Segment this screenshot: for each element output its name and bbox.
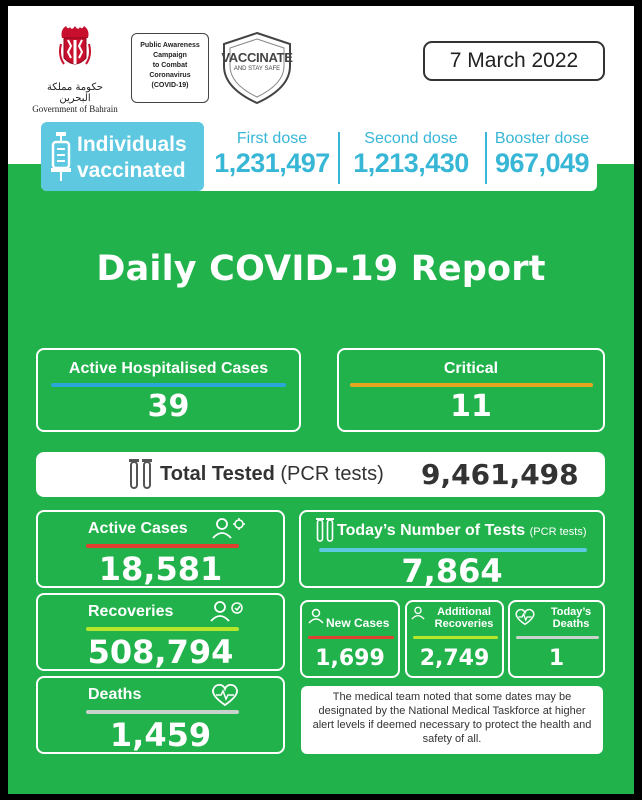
total-tested-value: 9,461,498	[421, 458, 579, 491]
first-dose-label: First dose	[236, 130, 308, 147]
active-hospitalised-value: 39	[147, 389, 190, 424]
recoveries-value: 508,794	[87, 633, 234, 671]
individuals-label: Individuals	[77, 133, 187, 156]
person-recovery-icon	[210, 601, 243, 622]
active-cases-label: Active Cases	[88, 520, 188, 537]
vaccinated-label: vaccinated	[77, 159, 186, 182]
individuals-vaccinated-tile: Individuals vaccinated	[41, 122, 204, 191]
campaign-line: Coronavirus	[149, 72, 191, 79]
booster-dose-label: Booster dose	[494, 130, 590, 147]
new-cases-label: New Cases	[326, 616, 390, 630]
deaths-label: Deaths	[88, 686, 142, 703]
person-icon	[308, 608, 324, 624]
deaths-value: 1,459	[109, 716, 212, 754]
report-page: حكومة مملكة البحرين Government of Bahrai…	[8, 6, 634, 794]
vaccinate-badge: VACCINATE AND STAY SAFE	[220, 30, 294, 106]
deaths-card: Deaths 1,459	[36, 676, 285, 754]
additional-recoveries-value: 2,749	[419, 646, 490, 671]
recoveries-card: Recoveries 508,794	[36, 593, 285, 671]
critical-card: Critical 11	[337, 348, 605, 432]
active-cases-card: Active Cases 18,581	[36, 510, 285, 588]
divider	[485, 132, 487, 184]
campaign-line: to Combat	[152, 62, 188, 69]
report-date: 7 March 2022	[423, 41, 605, 81]
medical-team-note: The medical team noted that some dates m…	[301, 686, 603, 754]
booster-dose-stat: Booster dose 967,049	[487, 130, 597, 179]
critical-value: 11	[450, 389, 492, 424]
campaign-line: Public Awareness	[140, 42, 200, 49]
person-virus-icon	[212, 518, 245, 539]
additional-recoveries-card: Additional Recoveries 2,749	[405, 600, 504, 678]
todays-tests-text: Today’s Number of Tests	[337, 522, 526, 539]
recoveries-label: Recoveries	[88, 603, 174, 620]
report-title: Daily COVID-19 Report	[96, 249, 546, 289]
active-hospitalised-card: Active Hospitalised Cases 39	[36, 348, 301, 432]
government-logo: حكومة مملكة البحرين Government of Bahrai…	[30, 24, 120, 114]
govt-english-name: Government of Bahrain	[32, 104, 118, 114]
orange-bar	[349, 383, 593, 387]
additional-recoveries-label: Additional Recoveries	[425, 606, 503, 630]
shield-icon	[223, 31, 291, 105]
test-tubes-icon	[129, 459, 152, 489]
recoveries-label: Recoveries	[434, 618, 494, 630]
second-dose-value: 1,213,430	[353, 148, 469, 178]
vaccination-banner: Individuals vaccinated First dose 1,231,…	[41, 122, 597, 191]
campaign-line: Campaign	[153, 52, 187, 59]
divider	[338, 132, 340, 184]
heart-pulse-icon	[212, 683, 238, 707]
test-tubes-icon	[316, 518, 334, 542]
grey-bar	[86, 710, 239, 714]
new-cases-value: 1,699	[315, 646, 385, 671]
total-tested-bar: Total Tested (PCR tests) 9,461,498	[36, 452, 605, 497]
pcr-tests-text: (PCR tests)	[280, 463, 384, 485]
todays-tests-value: 7,864	[401, 552, 503, 590]
first-dose-stat: First dose 1,231,497	[209, 130, 335, 179]
todays-deaths-label: Today’s Deaths	[538, 606, 604, 630]
active-hospitalised-label: Active Hospitalised Cases	[68, 360, 269, 377]
vaccinate-subtitle: AND STAY SAFE	[233, 66, 281, 72]
first-dose-value: 1,231,497	[214, 148, 330, 178]
todays-deaths-card: Today’s Deaths 1	[508, 600, 605, 678]
campaign-line: (COVID-19)	[151, 82, 189, 89]
grey-bar	[516, 636, 599, 639]
second-dose-label: Second dose	[364, 130, 458, 147]
total-tested-text: Total Tested	[160, 463, 275, 485]
pcr-tests-text: (PCR tests)	[529, 526, 587, 538]
second-dose-stat: Second dose 1,213,430	[341, 130, 481, 179]
bahrain-emblem-icon	[59, 26, 91, 65]
deaths-label: Deaths	[552, 618, 590, 630]
todays-deaths-value: 1	[548, 646, 565, 671]
syringe-icon	[51, 132, 71, 181]
active-cases-value: 18,581	[98, 550, 223, 588]
cyan-bar	[319, 548, 587, 552]
todays-tests-card: Today’s Number of Tests (PCR tests) 7,86…	[299, 510, 605, 590]
red-bar	[308, 636, 394, 639]
govt-arabic-name: حكومة مملكة البحرين	[46, 82, 104, 104]
todays-tests-label: Today’s Number of Tests (PCR tests)	[337, 522, 586, 540]
red-bar	[86, 544, 239, 548]
campaign-badge: Public Awareness Campaign to Combat Coro…	[131, 33, 209, 103]
todays-label: Today’s	[550, 606, 592, 618]
total-tested-label: Total Tested (PCR tests)	[160, 463, 384, 486]
heart-pulse-icon	[515, 608, 535, 626]
additional-label: Additional	[437, 606, 491, 618]
new-cases-card: New Cases 1,699	[300, 600, 400, 678]
lime-bar	[413, 636, 498, 639]
vaccinate-title: VACCINATE	[221, 50, 293, 65]
critical-label: Critical	[443, 360, 499, 377]
lime-bar	[86, 627, 239, 631]
booster-dose-value: 967,049	[494, 148, 590, 178]
blue-bar	[51, 383, 286, 387]
person-icon	[411, 606, 425, 620]
